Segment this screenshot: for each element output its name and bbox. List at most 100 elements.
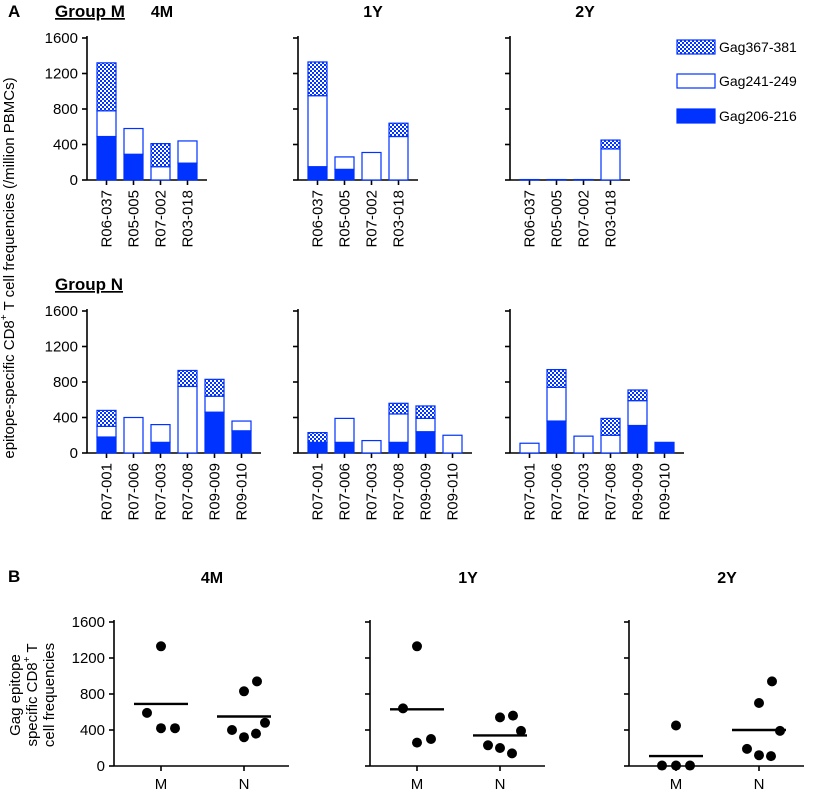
bar-segment-gag241-249 bbox=[388, 135, 409, 181]
y-tick-label: 400 bbox=[53, 137, 78, 154]
timepoint-title: 1Y bbox=[458, 570, 478, 587]
bar-segment-gag367-381 bbox=[415, 405, 436, 419]
data-point bbox=[227, 725, 237, 735]
bar-segment-gag367-381 bbox=[600, 417, 621, 436]
bar-segment-gag241-249 bbox=[361, 439, 382, 454]
bar-segment-gag241-249 bbox=[150, 166, 171, 181]
bar-segment-gag206-216 bbox=[415, 431, 436, 454]
y-tick-label: 1200 bbox=[45, 66, 78, 83]
data-point bbox=[239, 686, 249, 697]
bar-segment-gag206-216 bbox=[334, 168, 355, 181]
data-point bbox=[671, 720, 681, 731]
x-tick-label: R03-018 bbox=[391, 190, 408, 248]
bar-segment-gag206-216 bbox=[123, 153, 144, 181]
x-tick-label: R03-018 bbox=[603, 190, 620, 248]
legend-swatch bbox=[676, 39, 716, 55]
bar-segment-gag206-216 bbox=[334, 441, 355, 454]
x-tick-label: R07-003 bbox=[576, 463, 593, 521]
bar-segment-gag367-381 bbox=[388, 402, 409, 415]
bar-segment-gag241-249 bbox=[627, 400, 648, 427]
x-tick-label: R06-037 bbox=[522, 190, 539, 248]
legend: Gag367-381 Gag241-249 Gag206-216 bbox=[676, 39, 797, 124]
bar-segment-gag241-249 bbox=[177, 385, 198, 454]
bar-segment-gag367-381 bbox=[177, 369, 198, 388]
legend-label: Gag367-381 bbox=[719, 39, 797, 55]
bar-chart-1-2: R07-001 R07-006 R07-003 R07-008 R09-009 R09-0… bbox=[505, 309, 684, 521]
bar-segment-gag367-381 bbox=[150, 143, 171, 168]
x-tick-label: R06-037 bbox=[99, 190, 116, 248]
timepoint-title: 4M bbox=[201, 570, 223, 587]
x-tick-label: R05-005 bbox=[337, 190, 354, 248]
bar-segment-gag241-249 bbox=[442, 434, 463, 454]
x-tick-label: M bbox=[155, 776, 168, 793]
y-tick-label: 1600 bbox=[45, 30, 78, 47]
bar-segment-gag241-249 bbox=[600, 148, 621, 181]
bar-segment-gag241-249 bbox=[123, 416, 144, 454]
bar-segment-gag206-216 bbox=[96, 436, 117, 454]
bar-segment-gag206-216 bbox=[307, 441, 328, 454]
data-point bbox=[671, 760, 681, 771]
data-point bbox=[685, 760, 695, 771]
bar-segment-gag241-249 bbox=[334, 417, 355, 443]
ylabel-b-tail: T bbox=[24, 643, 41, 656]
data-point bbox=[412, 641, 422, 652]
bar-chart-0-2: 2Y R06-037 R05-005 R07-002 R03-018 bbox=[505, 4, 630, 248]
bar-segment-gag206-216 bbox=[177, 162, 198, 181]
panel-b-y-axis-label-line3: cell frequencies bbox=[41, 643, 58, 747]
x-tick-label: R07-006 bbox=[549, 463, 566, 521]
bar-segment-gag367-381 bbox=[96, 62, 117, 112]
bar-segment-gag367-381 bbox=[600, 139, 621, 150]
ylabel-b-sup: + bbox=[22, 656, 33, 662]
y-tick-label: 1600 bbox=[45, 303, 78, 320]
y-tick-label: 400 bbox=[53, 410, 78, 427]
data-point bbox=[754, 750, 764, 761]
dot-plot-2: 2Y M N bbox=[624, 570, 804, 793]
x-tick-label: N bbox=[239, 776, 250, 793]
data-point bbox=[252, 676, 262, 687]
data-point bbox=[239, 732, 249, 743]
bar-segment-gag241-249 bbox=[307, 95, 328, 168]
bar-segment-gag206-216 bbox=[231, 430, 252, 454]
x-tick-label: R03-018 bbox=[180, 190, 197, 248]
x-tick-label: R09-010 bbox=[234, 463, 251, 521]
data-point bbox=[483, 740, 493, 751]
legend-swatch bbox=[676, 73, 716, 89]
bar-segment-gag206-216 bbox=[546, 420, 567, 454]
bar-segment-gag206-216 bbox=[150, 441, 171, 454]
bar-segment-gag206-216 bbox=[654, 441, 675, 454]
x-tick-label: R07-006 bbox=[126, 463, 143, 521]
y-tick-label: 400 bbox=[80, 722, 105, 739]
x-tick-label: R07-003 bbox=[153, 463, 170, 521]
x-tick-label: R07-003 bbox=[364, 463, 381, 521]
panel-a-y-axis-label: epitope-specific CD8+ T cell frequencies… bbox=[0, 77, 18, 458]
bar-segment-gag206-216 bbox=[204, 411, 225, 454]
y-tick-label: 1200 bbox=[72, 650, 105, 667]
timepoint-title: 2Y bbox=[717, 570, 737, 587]
bar-segment-gag241-249 bbox=[600, 434, 621, 454]
x-tick-label: R07-008 bbox=[391, 463, 408, 521]
data-point bbox=[657, 760, 667, 771]
ylabel-sup: + bbox=[0, 314, 10, 320]
bar-segment-gag241-249 bbox=[388, 413, 409, 443]
timepoint-title: 1Y bbox=[363, 4, 383, 21]
data-point bbox=[156, 723, 166, 734]
x-tick-label: R07-002 bbox=[576, 190, 593, 248]
bar-segment-gag367-381 bbox=[307, 431, 328, 443]
data-point bbox=[507, 748, 517, 759]
timepoint-title: 2Y bbox=[575, 4, 595, 21]
ylabel-b-main: specific CD8 bbox=[24, 662, 41, 746]
data-point bbox=[766, 751, 776, 762]
x-tick-label: R09-009 bbox=[418, 463, 435, 521]
x-tick-label: R07-002 bbox=[364, 190, 381, 248]
x-tick-label: R07-008 bbox=[180, 463, 197, 521]
y-tick-label: 0 bbox=[70, 172, 78, 189]
bar-segment-gag241-249 bbox=[150, 424, 171, 443]
x-tick-label: R07-002 bbox=[153, 190, 170, 248]
x-tick-label: M bbox=[411, 776, 424, 793]
ylabel-main: epitope-specific CD8 bbox=[1, 320, 18, 458]
ylabel-tail: T cell frequencies (/million PBMCs) bbox=[1, 77, 18, 314]
y-tick-label: 0 bbox=[97, 758, 105, 775]
timepoint-title: 4M bbox=[151, 4, 173, 21]
y-tick-label: 800 bbox=[53, 101, 78, 118]
bar-segment-gag206-216 bbox=[96, 135, 117, 181]
